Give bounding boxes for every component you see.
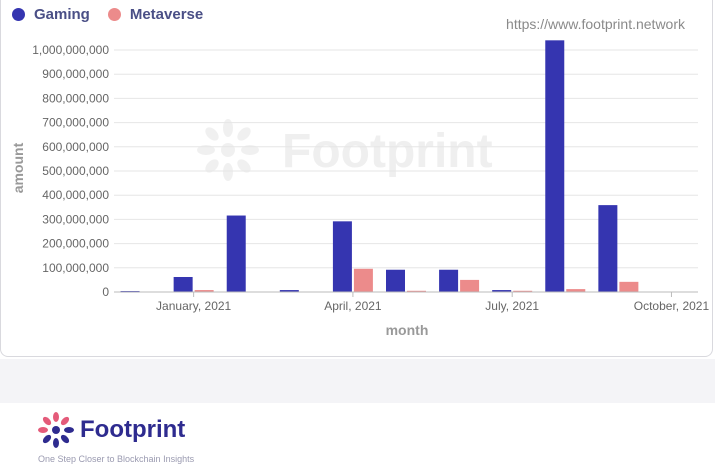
- bar-metaverse-2021-08[interactable]: [566, 289, 586, 292]
- x-axis-ticks: January, 2021 April, 2021 July, 2021 Octobe…: [156, 292, 709, 313]
- bar-gaming-2021-05[interactable]: [386, 269, 405, 292]
- bars: [120, 40, 639, 293]
- legend-dot-metaverse: [107, 8, 121, 21]
- y-tick-label: 200,000,000: [42, 237, 109, 251]
- x-tick-label: January, 2021: [156, 299, 231, 313]
- x-tick-label: July, 2021: [485, 299, 539, 313]
- bar-gaming-2021-04[interactable]: [332, 221, 352, 292]
- watermark-text: Footprint: [282, 125, 493, 178]
- footprint-flower-icon: [38, 412, 74, 448]
- y-tick-label: 900,000,000: [42, 67, 109, 81]
- bar-metaverse-2021-06[interactable]: [460, 279, 480, 292]
- source-url[interactable]: https://www.footprint.network: [506, 16, 685, 32]
- chart-card: [0, 0, 713, 357]
- bar-metaverse-2021-04[interactable]: [353, 268, 373, 292]
- y-axis-title: amount: [10, 142, 26, 193]
- y-axis-ticks: 0 100,000,000 200,000,000 300,000,000 400,00…: [32, 43, 109, 299]
- x-axis-title: month: [386, 322, 429, 338]
- bar-gaming-2021-08[interactable]: [545, 40, 565, 292]
- y-tick-label: 100,000,000: [42, 261, 109, 275]
- brand-name: Footprint: [80, 416, 186, 443]
- bar-metaverse-2021-01[interactable]: [194, 290, 214, 292]
- bar-gaming-2021-03[interactable]: [279, 290, 299, 292]
- bar-metaverse-2021-09[interactable]: [619, 281, 639, 292]
- y-tick-label: 300,000,000: [42, 212, 109, 226]
- x-tick-label: April, 2021: [324, 299, 382, 313]
- legend-dot-gaming: [12, 8, 25, 21]
- y-tick-label: 400,000,000: [42, 188, 109, 202]
- y-tick-label: 700,000,000: [42, 116, 109, 130]
- bar-gaming-2021-02[interactable]: [226, 215, 246, 292]
- y-tick-label: 500,000,000: [42, 164, 109, 178]
- bar-chart: Footprint 0 100,000,000 200,000,000 300,000…: [10, 40, 709, 338]
- brand-tagline: One Step Closer to Blockchain Insights: [38, 454, 195, 464]
- bar-gaming-2021-07[interactable]: [492, 290, 512, 292]
- legend-label-gaming: Gaming: [34, 6, 90, 23]
- bar-gaming-2021-06[interactable]: [439, 269, 459, 292]
- page-background-band: [0, 359, 715, 403]
- x-tick-label: October, 2021: [634, 299, 710, 313]
- legend-item-gaming[interactable]: Gaming: [12, 6, 90, 23]
- y-tick-label: 1,000,000,000: [32, 43, 109, 57]
- legend-item-metaverse[interactable]: Metaverse: [107, 6, 204, 23]
- bar-gaming-2021-01[interactable]: [173, 276, 193, 292]
- watermark: Footprint: [197, 119, 493, 181]
- brand-logo[interactable]: Footprint: [38, 412, 185, 448]
- legend-label-metaverse: Metaverse: [129, 6, 204, 23]
- y-tick-label: 800,000,000: [42, 91, 109, 105]
- y-tick-label: 0: [102, 285, 109, 299]
- bar-gaming-2021-09[interactable]: [598, 205, 618, 292]
- watermark-logo-icon: [197, 119, 259, 181]
- y-tick-label: 600,000,000: [42, 140, 109, 154]
- legend: Gaming Metaverse: [12, 6, 221, 23]
